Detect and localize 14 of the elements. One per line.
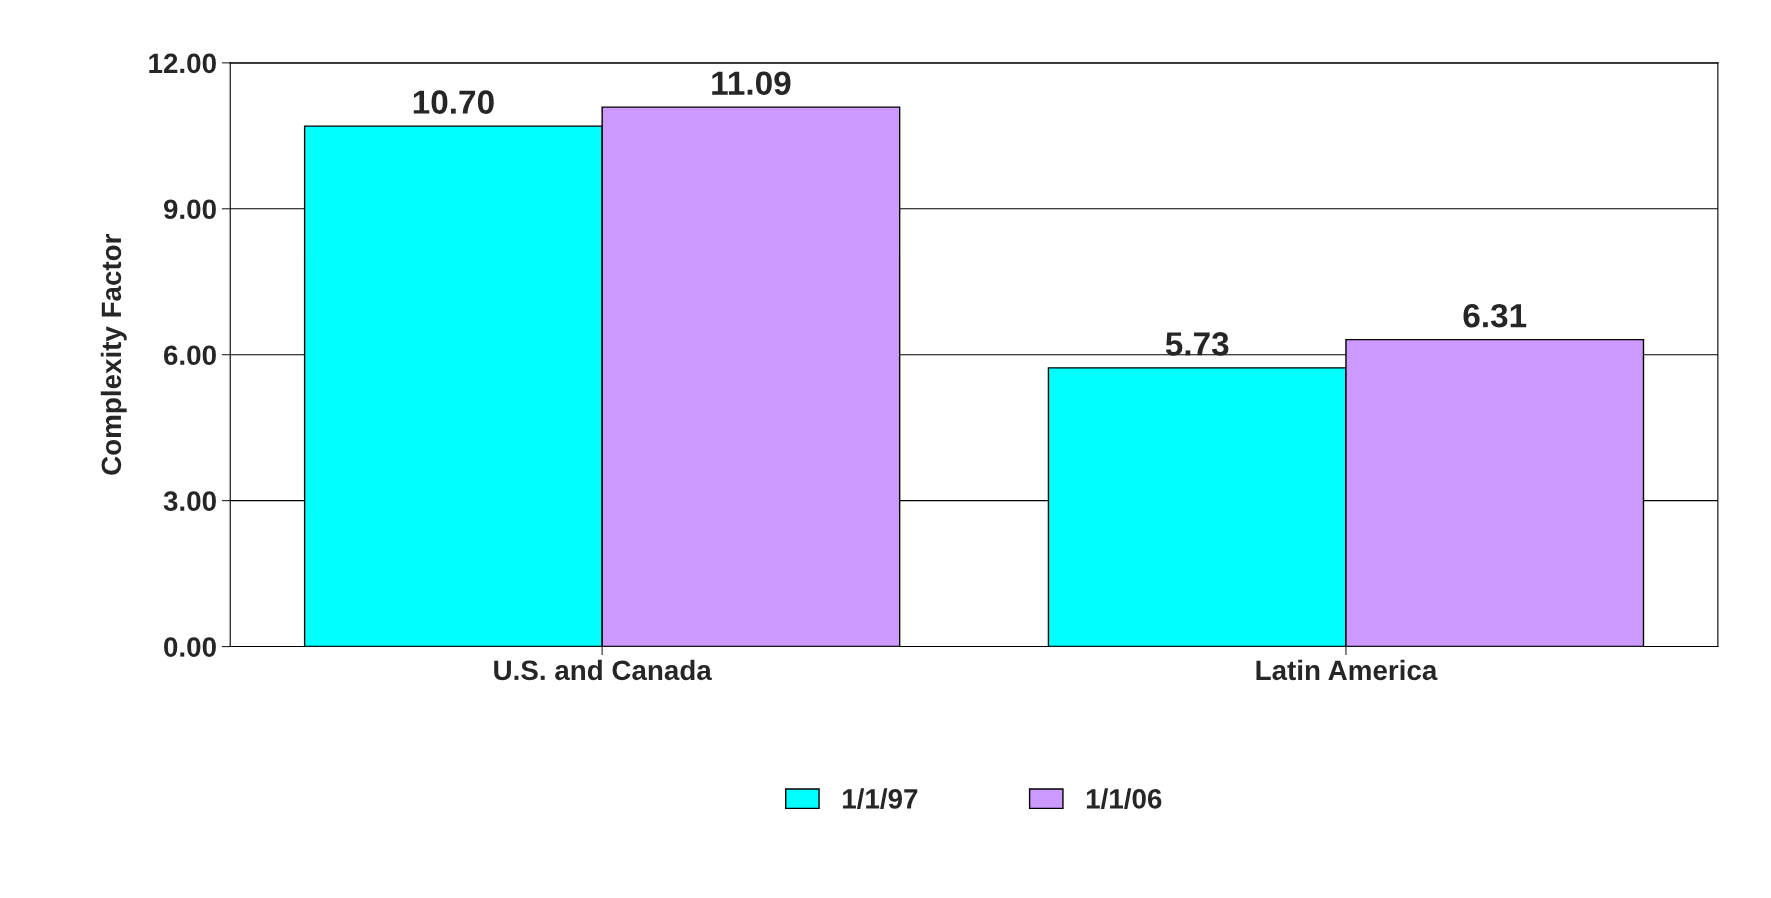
data-label: 5.73 bbox=[1165, 332, 1229, 356]
y-tick-label: 6.00 bbox=[163, 345, 216, 366]
y-tick-label: 12.00 bbox=[149, 53, 216, 74]
y-tick-label: 0.00 bbox=[164, 637, 216, 657]
data-label: 6.31 bbox=[1463, 303, 1527, 328]
data-label: 10.70 bbox=[413, 90, 494, 114]
data-label: 11.09 bbox=[712, 71, 791, 95]
y-axis-title: Complexity Factor bbox=[100, 233, 127, 475]
x-tick-label: U.S. and Canada bbox=[494, 659, 712, 681]
y-tick-label: 3.00 bbox=[163, 491, 216, 512]
x-tick-label: Latin America bbox=[1256, 659, 1438, 681]
legend-label: 1/1/06 bbox=[1086, 788, 1162, 809]
y-tick-label: 9.00 bbox=[163, 199, 216, 220]
legend-label: 1/1/97 bbox=[843, 788, 918, 809]
